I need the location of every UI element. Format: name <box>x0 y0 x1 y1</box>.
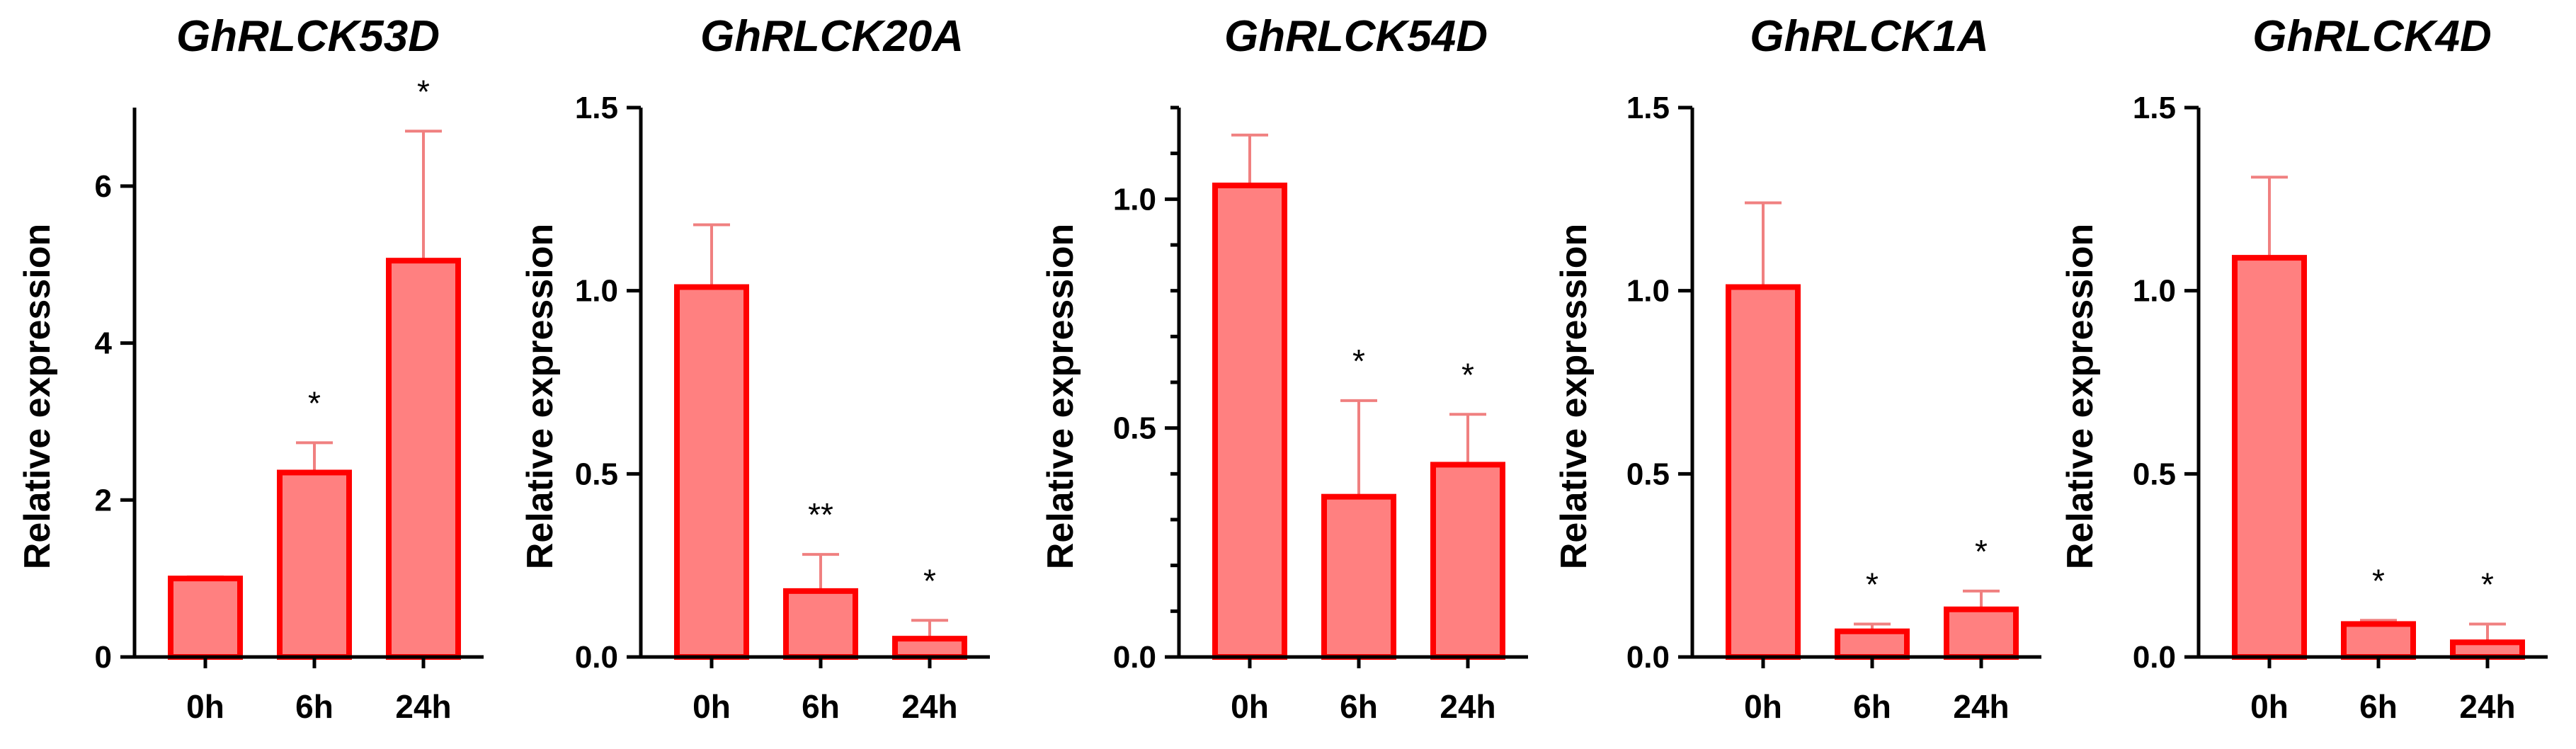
y-tick-label: 1.0 <box>2133 274 2176 309</box>
bar-6h <box>277 469 352 660</box>
significance-mark: * <box>1461 356 1474 393</box>
x-tick-label: 6h <box>1340 688 1378 725</box>
bar-6h <box>783 588 858 661</box>
x-tick-label: 24h <box>901 688 957 725</box>
significance-mark: * <box>1352 343 1365 379</box>
y-tick-label: 1.0 <box>1113 182 1156 217</box>
bar-6h <box>1321 493 1396 661</box>
y-axis-label: Relative expression <box>520 224 561 569</box>
significance-mark: * <box>1866 566 1879 602</box>
x-tick-label: 0h <box>693 688 731 725</box>
bar-6h <box>1835 628 1910 661</box>
chart-panel-2: GhRLCK20A Relative expression 0h ** 6h * 24h 0.… <box>520 12 990 725</box>
chart-panel-3: GhRLCK54D Relative expression 0h * 6h * 24h 0.0… <box>1040 12 1528 725</box>
x-tick-label: 24h <box>2459 688 2515 725</box>
bar-24h <box>1944 606 2019 660</box>
x-tick-label: 0h <box>1744 688 1782 725</box>
chart-panel-4: GhRLCK1A Relative expression 0h * 6h * 24h 0.0 0… <box>1554 12 2041 725</box>
chart-title: GhRLCK4D <box>2252 12 2492 61</box>
y-tick-label: 1.5 <box>1626 91 1670 125</box>
bar-0h <box>1212 182 1287 660</box>
bar-24h <box>386 258 461 660</box>
y-tick-label: 4 <box>95 326 113 361</box>
x-tick-label: 6h <box>295 688 334 725</box>
bar-24h <box>2450 639 2525 660</box>
chart-panel-5: GhRLCK4D Relative expression 0h * 6h * 24h 0.0 0… <box>2060 12 2548 725</box>
y-tick-label: 0.5 <box>575 457 618 491</box>
x-tick-label: 6h <box>802 688 840 725</box>
chart-title: GhRLCK1A <box>1750 12 1989 61</box>
significance-mark: * <box>417 73 430 110</box>
x-tick-label: 24h <box>395 688 451 725</box>
y-axis-label: Relative expression <box>1554 224 1595 569</box>
y-tick-label: 0.0 <box>1626 640 1670 675</box>
bar-0h <box>168 576 243 661</box>
x-tick-label: 24h <box>1440 688 1495 725</box>
y-axis-label: Relative expression <box>1040 224 1081 569</box>
y-tick-label: 0.0 <box>2133 640 2176 675</box>
y-tick-label: 1.0 <box>575 274 618 309</box>
bar-24h <box>892 636 967 661</box>
y-axis-label: Relative expression <box>17 224 58 569</box>
significance-mark: * <box>1975 533 1988 570</box>
chart-title: GhRLCK53D <box>176 12 440 61</box>
y-tick-label: 0 <box>95 640 112 675</box>
x-tick-label: 24h <box>1953 688 2009 725</box>
y-tick-label: 0.5 <box>2133 457 2176 491</box>
significance-mark: * <box>923 562 936 599</box>
y-tick-label: 0.0 <box>1113 640 1156 675</box>
chart-panel-1: GhRLCK53D Relative expression 0h * 6h * 24h 0 2 4… <box>17 12 484 725</box>
bar-0h <box>674 284 749 660</box>
significance-mark: * <box>308 384 321 421</box>
bar-6h <box>2341 621 2416 661</box>
x-tick-label: 0h <box>186 688 224 725</box>
significance-mark: * <box>2372 562 2385 599</box>
chart-title: GhRLCK20A <box>700 12 964 61</box>
x-tick-label: 6h <box>1853 688 1891 725</box>
y-tick-label: 2 <box>95 483 112 518</box>
y-tick-label: 1.5 <box>575 91 618 125</box>
y-tick-label: 1.0 <box>1626 274 1670 309</box>
significance-mark: ** <box>808 496 833 533</box>
bar-0h <box>1726 284 1801 660</box>
y-tick-label: 0.0 <box>575 640 618 675</box>
bar-0h <box>2232 255 2307 660</box>
y-axis-label: Relative expression <box>2060 224 2101 569</box>
x-tick-label: 0h <box>1231 688 1269 725</box>
bar-24h <box>1430 462 1505 661</box>
y-tick-label: 0.5 <box>1626 457 1670 491</box>
y-tick-label: 6 <box>95 169 112 204</box>
x-tick-label: 0h <box>2250 688 2289 725</box>
y-tick-label: 0.5 <box>1113 411 1156 446</box>
significance-mark: * <box>2481 566 2494 602</box>
x-tick-label: 6h <box>2359 688 2398 725</box>
chart-title: GhRLCK54D <box>1224 12 1488 61</box>
y-tick-label: 1.5 <box>2133 91 2176 125</box>
